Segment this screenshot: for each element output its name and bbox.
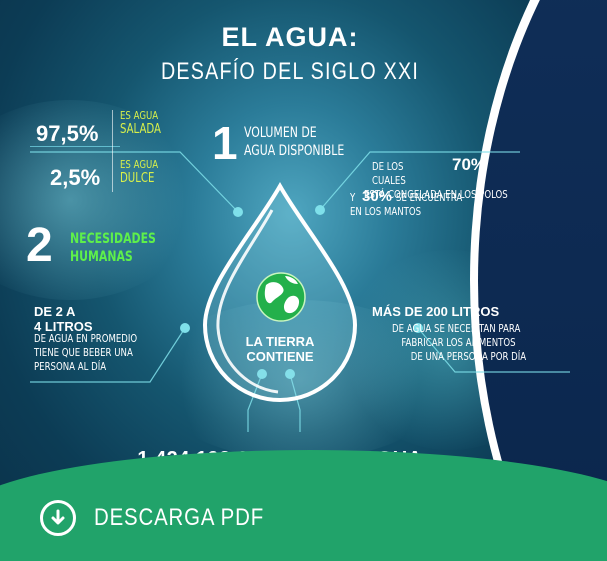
fresh-water-percent: 2,5% [50, 165, 101, 190]
food-line2: FABRICAR LOS ALIMENTOS [401, 336, 516, 349]
drop-label: LA TIERRA CONTIENE [230, 334, 330, 364]
human-needs-line2: HUMANAS [70, 249, 133, 265]
page-subtitle: DESAFÍO DEL SIGLO XXI [160, 58, 420, 85]
drop-label-line1: LA TIERRA [245, 334, 315, 349]
connector-dot [413, 323, 423, 333]
salt-water-percent: 97,5% [36, 121, 99, 146]
human-needs-line1: NECESIDADES [70, 231, 156, 247]
human-needs-number: 2 [26, 219, 53, 272]
divider [30, 146, 120, 147]
salt-water-line2: SALADA [120, 122, 161, 137]
download-banner [0, 450, 607, 561]
drink-amount-line2: 4 LITROS [34, 319, 93, 334]
connector-dot [257, 369, 267, 379]
drink-amount-line1: DE 2 A [34, 304, 76, 319]
available-water-number: 1 [212, 117, 238, 169]
ground-water-line4: EN LOS MANTOS [350, 205, 422, 218]
download-pdf-button[interactable]: DESCARGA PDF [40, 498, 294, 538]
available-water-label: VOLUMEN DE AGUA DISPONIBLE [244, 124, 344, 160]
drop-label-line2: CONTIENE [246, 349, 314, 364]
fresh-water-line1: ES AGUA [120, 158, 159, 171]
frozen-conj: Y [350, 191, 356, 204]
divider [112, 110, 113, 192]
fresh-water-line2: DULCE [120, 171, 155, 186]
drink-line3: PERSONA AL DÍA [34, 360, 107, 373]
salt-water-line1: ES AGUA [120, 109, 159, 122]
ground-water-text: Y 30% SE ENCUENTRA EN LOS MANTOS [350, 188, 481, 219]
available-water-line1: VOLUMEN DE [244, 125, 317, 141]
drink-amount: DE 2 A 4 LITROS [34, 304, 93, 334]
frozen-water-text: DE LOS CUALES 70% ESTÁ CONGELADA EN LOS … [364, 155, 548, 202]
ground-water-percent: 30% [362, 188, 393, 205]
connector-dot [285, 369, 295, 379]
connector-line [319, 151, 520, 211]
connector-dot [233, 207, 243, 217]
fresh-water-label: ES AGUA DULCE [120, 158, 158, 186]
human-needs-label: NECESIDADES HUMANAS [70, 230, 156, 266]
background-glow [150, 300, 450, 460]
drop-highlight [216, 209, 279, 394]
connector-line [30, 327, 186, 383]
connector-line [30, 151, 239, 213]
food-amount: MÁS DE 200 LITROS [372, 304, 500, 319]
drink-line2: TIENE QUE BEBER UNA [34, 346, 133, 359]
frozen-line2: ESTÁ CONGELADA EN LOS POLOS [364, 188, 508, 201]
frozen-prefix: DE LOS CUALES [372, 160, 406, 187]
drink-line1: DE AGUA EN PROMEDIO [34, 332, 138, 345]
connector-dot [180, 323, 190, 333]
background-glow [0, 100, 200, 300]
globe-icon [256, 272, 306, 322]
connector-line [417, 327, 570, 373]
download-arrow-icon [40, 500, 76, 536]
food-line1: DE AGUA SE NECESITAN PARA [392, 322, 521, 335]
ground-water-tail: SE ENCUENTRA [396, 191, 463, 204]
food-description: DE AGUA SE NECESITAN PARA FABRICAR LOS A… [392, 322, 526, 364]
drink-description: DE AGUA EN PROMEDIO TIENE QUE BEBER UNA … [34, 332, 137, 374]
available-water-line2: AGUA DISPONIBLE [244, 143, 345, 159]
page-title: EL AGUA: [221, 22, 359, 52]
connector-line [289, 373, 301, 432]
download-pdf-label: DESCARGA PDF [94, 504, 265, 531]
frozen-percent: 70% [452, 155, 487, 174]
connector-dot [315, 205, 325, 215]
food-line3: DE UNA PERSONA POR DÍA [410, 350, 527, 363]
salt-water-label: ES AGUA SALADA [120, 109, 161, 137]
